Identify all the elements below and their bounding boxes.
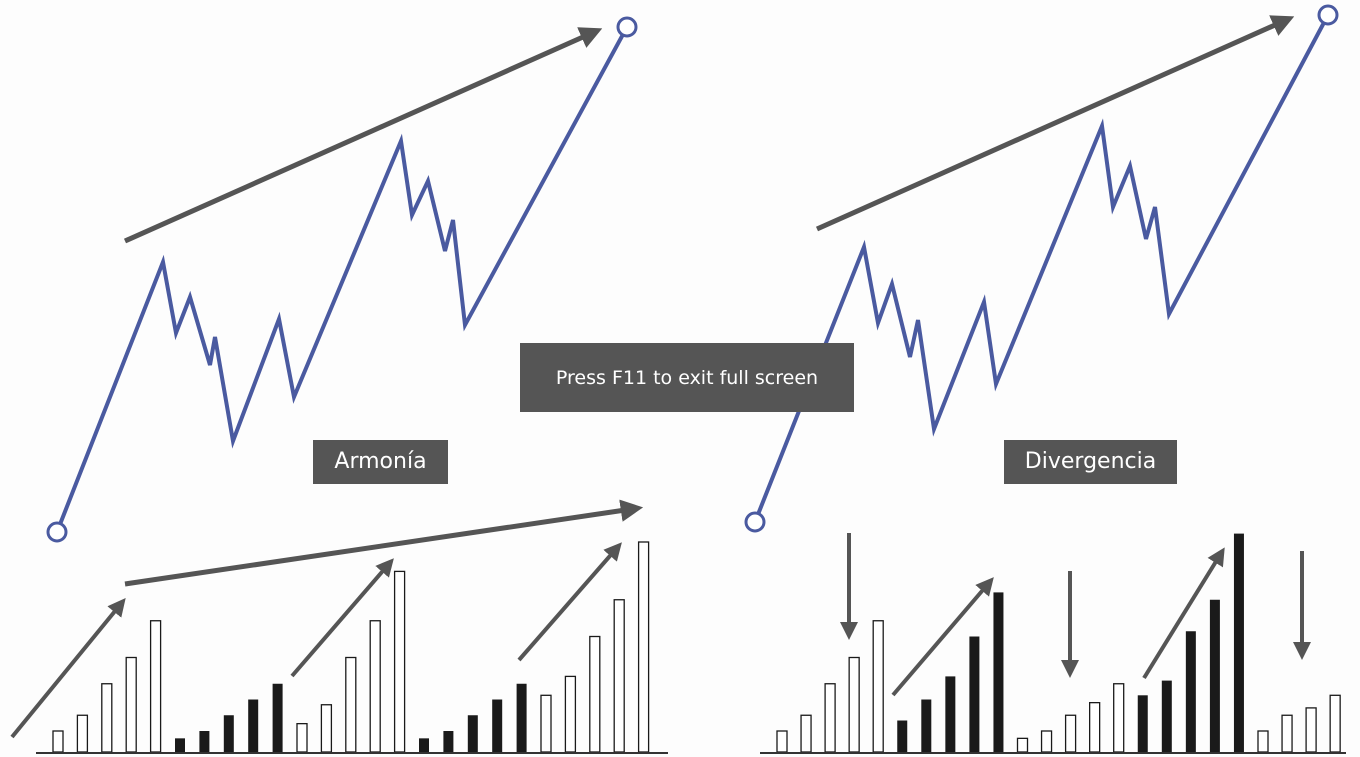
armonia-volume-bar-11 [296,723,308,753]
divergencia-volume-bar-15 [1113,683,1125,753]
armonia-volume-bar-25 [637,541,650,753]
armonia-volume-bar-8 [223,715,234,752]
armonia-price-line [55,26,629,533]
divergencia-volume-bar-3 [824,683,836,753]
divergencia-volume-bars [776,533,1341,753]
divergencia-volume-bar-22 [1281,714,1293,753]
divergencia-price-line [753,14,1330,523]
divergencia-volume-bar-24 [1329,694,1341,753]
divergencia-volume-bar-12 [1040,730,1053,753]
armonia-volume-bar-24 [613,599,625,753]
divergencia-volume-bar-2 [800,714,812,753]
armonia-volume-bar-21 [540,694,552,753]
armonia-start-point [46,521,68,543]
armonia-volume-bar-6 [175,738,185,752]
label-armonia: Armonía [313,440,448,484]
armonia-volume-bar-14 [369,620,381,753]
divergencia-volume-bar-20 [1233,533,1244,752]
divergencia-volume-bar-5 [872,620,884,753]
armonia-volume-bar-15 [393,570,406,753]
armonia-volume-bar-7 [199,731,210,752]
divergencia-volume-bar-9 [969,636,980,752]
armonia-volume-trend-arrow [124,499,644,587]
divergencia-volume-bar-8 [945,676,956,752]
divergencia-volume-bar-16 [1137,695,1148,752]
armonia-end-point [616,16,638,38]
divergencia-volume-bar-1 [776,730,788,753]
divergencia-start-point [744,511,766,533]
armonia-volume-arrow-1 [10,598,126,739]
divergencia-volume-arrow-2 [1142,547,1225,680]
armonia-volume-bars [52,541,650,753]
armonia-volume-bar-3 [101,683,113,753]
panel-divergencia [744,4,1346,754]
armonia-volume-bar-19 [492,699,503,752]
divergencia-volume-bar-21 [1257,730,1269,753]
divergencia-volume-bar-14 [1089,702,1101,753]
divergencia-volume-bar-13 [1064,714,1077,753]
armonia-volume-arrow-3 [517,542,622,662]
divergencia-volume-bar-10 [993,592,1004,752]
divergencia-volume-bar-7 [921,699,932,752]
armonia-volume-bar-22 [564,675,577,753]
armonia-volume-bar-13 [345,656,357,753]
armonia-volume-bar-17 [443,731,454,752]
divergencia-volume-bar-6 [897,720,908,752]
armonia-volume-bar-4 [125,656,137,753]
armonia-volume-bar-1 [52,730,64,753]
divergencia-trend-arrow [815,15,1295,232]
fullscreen-toast: Press F11 to exit full screen [520,343,854,412]
label-divergencia: Divergencia [1004,440,1177,484]
armonia-volume-bar-20 [516,683,527,752]
armonia-volume-bar-5 [149,620,162,753]
armonia-volume-bar-12 [320,704,333,753]
armonia-volume-arrow-2 [290,558,394,678]
divergencia-volume-bar-23 [1305,707,1317,753]
armonia-volume-bar-23 [589,635,601,753]
divergencia-volume-bar-4 [848,656,860,753]
divergencia-volume-bar-18 [1185,631,1196,752]
armonia-volume-bar-2 [76,714,89,753]
armonia-volume-bar-18 [467,715,478,752]
armonia-volume-bar-16 [419,738,429,752]
armonia-volume-bar-10 [272,683,283,752]
armonia-volume-bar-9 [248,699,259,752]
divergencia-volume-bar-17 [1161,680,1172,752]
divergencia-volume-bar-11 [1016,737,1029,753]
panel-armonia [10,16,668,754]
armonia-trend-arrow [123,27,603,244]
divergencia-volume-bar-19 [1209,599,1220,752]
divergencia-end-point [1317,4,1339,26]
toast-text: Press F11 to exit full screen [555,366,819,389]
divergencia-volume-arrow-1 [891,577,994,697]
